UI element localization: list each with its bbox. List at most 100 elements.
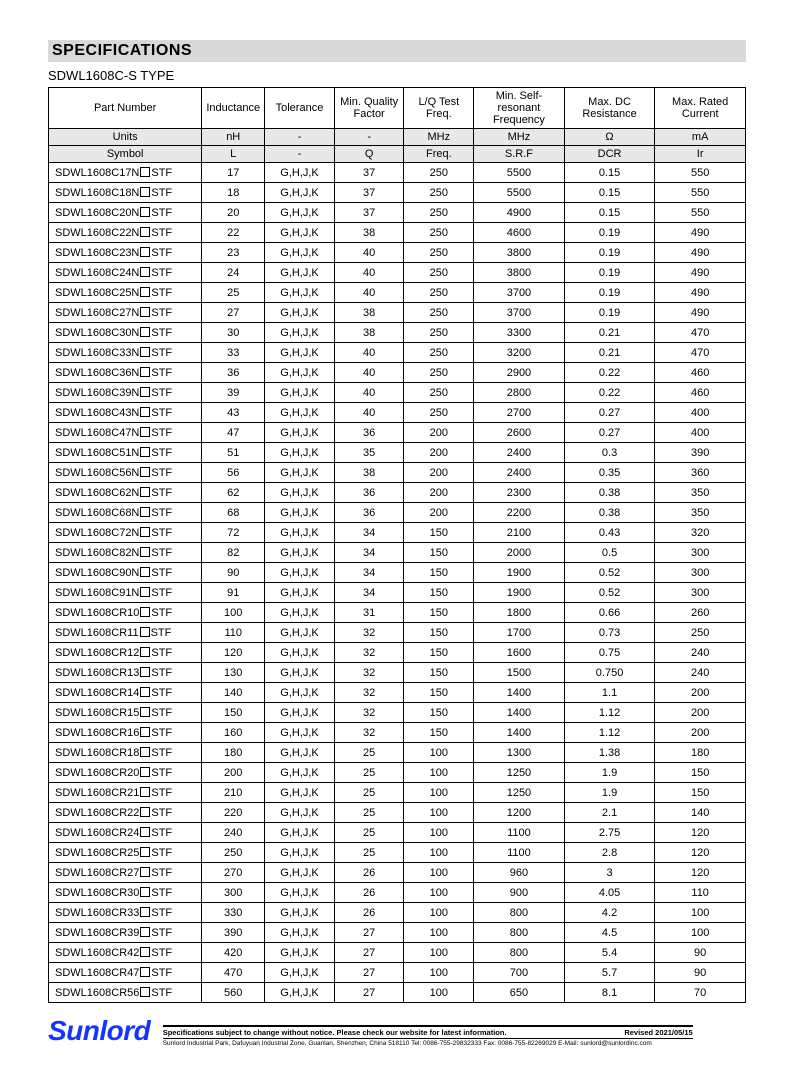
data-cell: 900 xyxy=(474,883,565,903)
part-number-cell: SDWL1608CR18STF xyxy=(49,743,202,763)
data-cell: 120 xyxy=(655,843,746,863)
data-cell: 34 xyxy=(334,563,404,583)
data-cell: 38 xyxy=(334,323,404,343)
data-cell: 36 xyxy=(334,503,404,523)
data-cell: 0.27 xyxy=(564,423,655,443)
data-cell: 400 xyxy=(655,423,746,443)
data-cell: 1700 xyxy=(474,623,565,643)
table-row: SDWL1608C24NSTF24G,H,J,K4025038000.19490 xyxy=(49,263,746,283)
data-cell: 38 xyxy=(334,463,404,483)
data-cell: 320 xyxy=(655,523,746,543)
data-cell: G,H,J,K xyxy=(265,463,335,483)
table-row: SDWL1608CR18STF180G,H,J,K2510013001.3818… xyxy=(49,743,746,763)
data-cell: 68 xyxy=(202,503,265,523)
data-cell: 1300 xyxy=(474,743,565,763)
data-cell: 3700 xyxy=(474,303,565,323)
data-cell: G,H,J,K xyxy=(265,343,335,363)
symbol-label: Symbol xyxy=(49,146,202,163)
data-cell: 56 xyxy=(202,463,265,483)
data-cell: G,H,J,K xyxy=(265,563,335,583)
data-cell: 72 xyxy=(202,523,265,543)
data-cell: 0.5 xyxy=(564,543,655,563)
table-row: SDWL1608CR12STF120G,H,J,K3215016000.7524… xyxy=(49,643,746,663)
data-cell: 30 xyxy=(202,323,265,343)
data-cell: 2.1 xyxy=(564,803,655,823)
data-cell: 550 xyxy=(655,163,746,183)
data-cell: 1250 xyxy=(474,783,565,803)
data-cell: 3800 xyxy=(474,243,565,263)
col-header: Min. Self-resonant Frequency xyxy=(474,88,565,129)
data-cell: 1100 xyxy=(474,823,565,843)
data-cell: 22 xyxy=(202,223,265,243)
data-cell: G,H,J,K xyxy=(265,483,335,503)
data-cell: 470 xyxy=(655,323,746,343)
part-number-cell: SDWL1608CR10STF xyxy=(49,603,202,623)
table-row: SDWL1608C17NSTF17G,H,J,K3725055000.15550 xyxy=(49,163,746,183)
data-cell: 1100 xyxy=(474,843,565,863)
data-cell: G,H,J,K xyxy=(265,283,335,303)
data-cell: G,H,J,K xyxy=(265,683,335,703)
data-cell: 490 xyxy=(655,263,746,283)
data-cell: 27 xyxy=(334,983,404,1003)
data-cell: 150 xyxy=(404,623,474,643)
data-cell: G,H,J,K xyxy=(265,163,335,183)
data-cell: 330 xyxy=(202,903,265,923)
part-number-cell: SDWL1608C39NSTF xyxy=(49,383,202,403)
part-number-cell: SDWL1608CR30STF xyxy=(49,883,202,903)
data-cell: 100 xyxy=(404,803,474,823)
data-cell: 100 xyxy=(404,963,474,983)
symbol-cell: - xyxy=(265,146,335,163)
data-cell: 70 xyxy=(655,983,746,1003)
data-cell: 100 xyxy=(404,923,474,943)
part-number-cell: SDWL1608CR25STF xyxy=(49,843,202,863)
data-cell: 2600 xyxy=(474,423,565,443)
data-cell: 140 xyxy=(655,803,746,823)
table-row: SDWL1608CR15STF150G,H,J,K3215014001.1220… xyxy=(49,703,746,723)
data-cell: 0.66 xyxy=(564,603,655,623)
data-cell: 360 xyxy=(655,463,746,483)
data-cell: 27 xyxy=(334,943,404,963)
part-number-cell: SDWL1608CR47STF xyxy=(49,963,202,983)
data-cell: 4.2 xyxy=(564,903,655,923)
data-cell: 0.19 xyxy=(564,283,655,303)
unit-cell: MHz xyxy=(474,129,565,146)
data-cell: 37 xyxy=(334,163,404,183)
data-cell: G,H,J,K xyxy=(265,863,335,883)
data-cell: 1600 xyxy=(474,643,565,663)
data-cell: 1400 xyxy=(474,723,565,743)
data-cell: 240 xyxy=(655,643,746,663)
footer-text: Specifications subject to change without… xyxy=(163,1025,693,1047)
data-cell: 550 xyxy=(655,183,746,203)
part-number-cell: SDWL1608C90NSTF xyxy=(49,563,202,583)
units-row: Units nH - - MHz MHz Ω mA xyxy=(49,129,746,146)
data-cell: 31 xyxy=(334,603,404,623)
col-header: Part Number xyxy=(49,88,202,129)
table-row: SDWL1608CR11STF110G,H,J,K3215017000.7325… xyxy=(49,623,746,643)
data-cell: 240 xyxy=(202,823,265,843)
data-cell: 40 xyxy=(334,383,404,403)
data-cell: G,H,J,K xyxy=(265,843,335,863)
symbol-cell: Ir xyxy=(655,146,746,163)
table-row: SDWL1608CR13STF130G,H,J,K3215015000.7502… xyxy=(49,663,746,683)
part-number-cell: SDWL1608CR15STF xyxy=(49,703,202,723)
data-cell: 250 xyxy=(404,383,474,403)
part-number-cell: SDWL1608CR39STF xyxy=(49,923,202,943)
table-row: SDWL1608CR21STF210G,H,J,K2510012501.9150 xyxy=(49,783,746,803)
table-row: SDWL1608C62NSTF62G,H,J,K3620023000.38350 xyxy=(49,483,746,503)
data-cell: 1900 xyxy=(474,563,565,583)
data-cell: 2400 xyxy=(474,443,565,463)
data-cell: 300 xyxy=(655,583,746,603)
table-row: SDWL1608C33NSTF33G,H,J,K4025032000.21470 xyxy=(49,343,746,363)
data-cell: 150 xyxy=(404,583,474,603)
data-cell: G,H,J,K xyxy=(265,923,335,943)
data-cell: 700 xyxy=(474,963,565,983)
table-row: SDWL1608CR22STF220G,H,J,K2510012002.1140 xyxy=(49,803,746,823)
data-cell: 32 xyxy=(334,623,404,643)
data-cell: 140 xyxy=(202,683,265,703)
data-cell: 250 xyxy=(404,283,474,303)
data-cell: G,H,J,K xyxy=(265,603,335,623)
data-cell: 250 xyxy=(404,403,474,423)
page: SPECIFICATIONS SDWL1608C-S TYPE Part Num… xyxy=(0,0,794,1077)
data-cell: 33 xyxy=(202,343,265,363)
data-cell: 110 xyxy=(202,623,265,643)
